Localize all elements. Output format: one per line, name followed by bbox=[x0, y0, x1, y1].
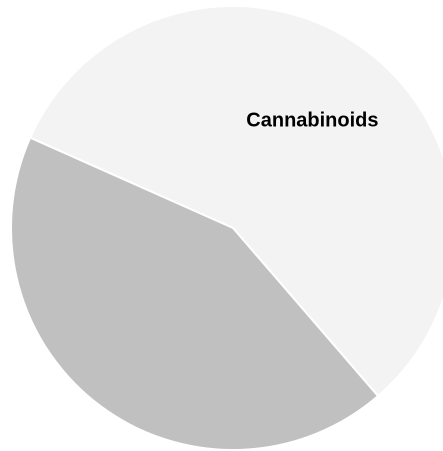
pie-slice-2 bbox=[10, 136, 380, 451]
slice-label-1: Cannabinoids bbox=[246, 109, 378, 131]
pie-slices bbox=[10, 5, 443, 451]
pie-labels: Cannabinoids bbox=[246, 109, 378, 131]
